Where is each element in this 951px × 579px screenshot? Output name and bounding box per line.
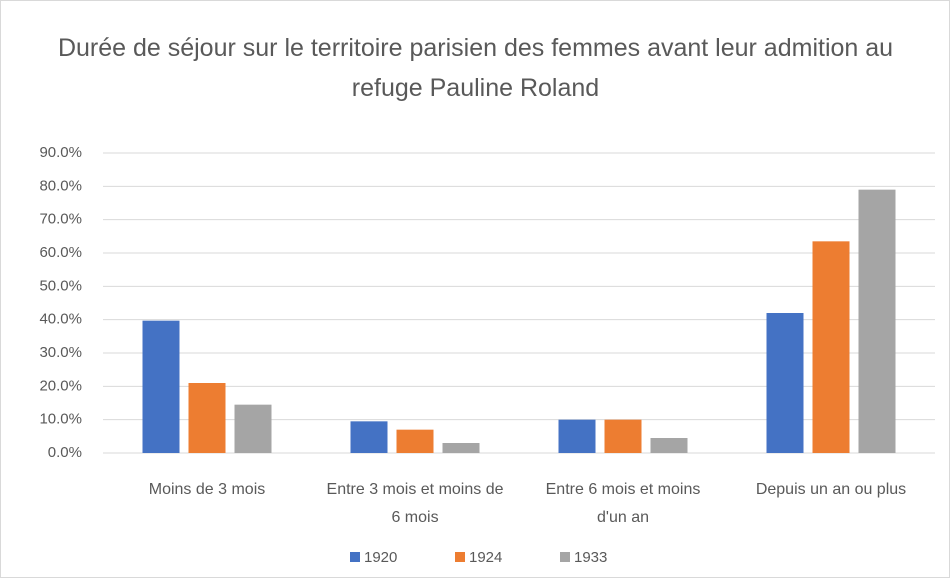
x-tick-label: Entre 3 mois et moins de 6 mois	[326, 481, 504, 526]
bar	[604, 419, 642, 453]
bar	[234, 404, 272, 453]
y-tick-label: 90.0%	[39, 144, 82, 161]
y-tick-label: 20.0%	[39, 377, 82, 394]
legend-label: 1924	[469, 549, 502, 566]
y-tick-label: 40.0%	[39, 311, 82, 328]
legend-label: 1920	[364, 549, 397, 566]
legend-swatch	[350, 552, 360, 562]
y-tick-label: 10.0%	[39, 411, 82, 428]
legend-label: 1933	[574, 549, 607, 566]
x-tick-label: Moins de 3 mois	[148, 481, 266, 498]
bar	[650, 438, 688, 453]
legend-swatch	[560, 552, 570, 562]
y-tick-label: 80.0%	[39, 177, 82, 194]
y-tick-label: 60.0%	[39, 244, 82, 261]
y-tick-label: 0.0%	[48, 444, 82, 461]
bar	[188, 383, 226, 453]
bar	[558, 419, 596, 453]
x-tick-label: Entre 6 mois et moins d'un an	[545, 481, 701, 526]
bar	[766, 313, 804, 453]
chart-title: Durée de séjour sur le territoire parisi…	[57, 34, 894, 102]
bar	[812, 241, 850, 453]
bar	[350, 421, 388, 453]
x-tick-label: Depuis un an ou plus	[755, 481, 907, 498]
y-tick-label: 30.0%	[39, 344, 82, 361]
y-tick-label: 50.0%	[39, 277, 82, 294]
legend-swatch	[455, 552, 465, 562]
bar	[858, 189, 896, 453]
y-tick-label: 70.0%	[39, 211, 82, 228]
bar	[396, 429, 434, 453]
bar	[442, 443, 480, 453]
bar	[142, 320, 180, 453]
